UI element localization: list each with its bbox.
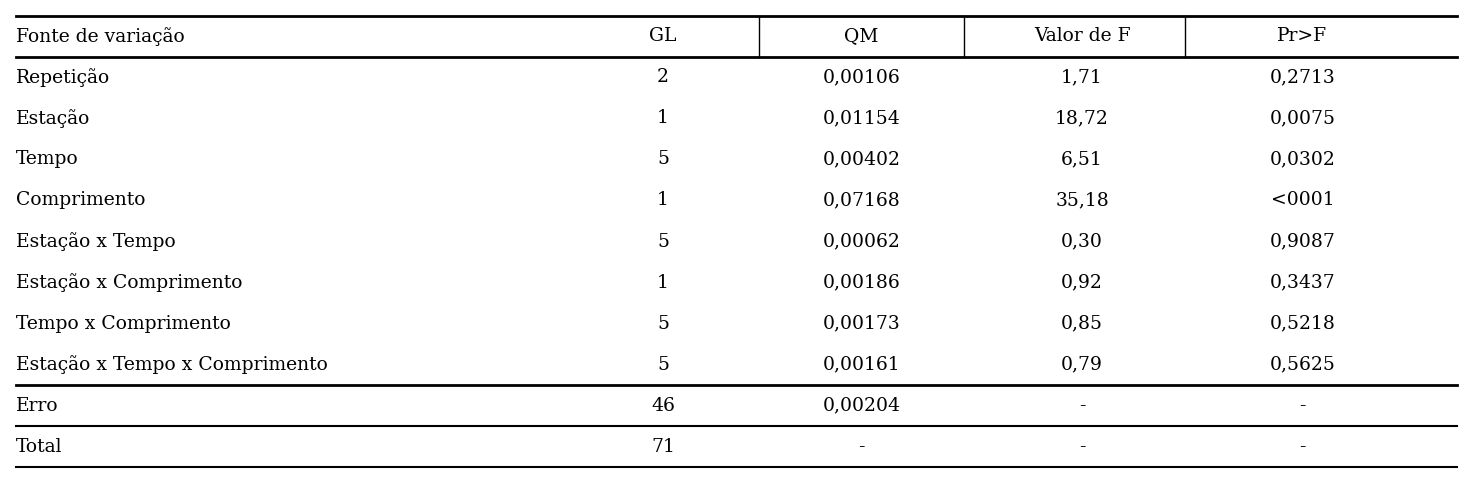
Text: 71: 71 [651, 438, 675, 455]
Text: 0,0302: 0,0302 [1270, 150, 1336, 169]
Text: GL: GL [650, 28, 676, 45]
Text: 0,3437: 0,3437 [1270, 273, 1336, 292]
Text: Repetição: Repetição [16, 68, 110, 87]
Text: 0,92: 0,92 [1061, 273, 1103, 292]
Text: 0,30: 0,30 [1061, 232, 1103, 251]
Text: -: - [1078, 397, 1086, 414]
Text: 46: 46 [651, 397, 675, 414]
Text: 0,00173: 0,00173 [822, 314, 900, 333]
Text: 0,01154: 0,01154 [822, 109, 900, 128]
Text: 0,2713: 0,2713 [1270, 69, 1336, 86]
Text: Estação x Comprimento: Estação x Comprimento [16, 273, 243, 292]
Text: Tempo x Comprimento: Tempo x Comprimento [16, 314, 231, 333]
Text: 2: 2 [657, 69, 669, 86]
Text: 5: 5 [657, 150, 669, 169]
Text: 1,71: 1,71 [1061, 69, 1103, 86]
Text: 0,79: 0,79 [1061, 355, 1103, 374]
Text: 0,00062: 0,00062 [822, 232, 900, 251]
Text: Fonte de variação: Fonte de variação [16, 27, 184, 46]
Text: -: - [859, 438, 865, 455]
Text: 0,9087: 0,9087 [1270, 232, 1336, 251]
Text: 0,5625: 0,5625 [1270, 355, 1336, 374]
Text: 6,51: 6,51 [1061, 150, 1103, 169]
Text: 0,0075: 0,0075 [1270, 109, 1336, 128]
Text: -: - [1078, 438, 1086, 455]
Text: 1: 1 [657, 109, 669, 128]
Text: Estação: Estação [16, 109, 90, 128]
Text: 35,18: 35,18 [1055, 191, 1109, 210]
Text: 0,00161: 0,00161 [822, 355, 900, 374]
Text: Estação x Tempo x Comprimento: Estação x Tempo x Comprimento [16, 355, 328, 374]
Text: Tempo: Tempo [16, 150, 80, 169]
Text: Pr>F: Pr>F [1277, 28, 1327, 45]
Text: 5: 5 [657, 314, 669, 333]
Text: 0,85: 0,85 [1061, 314, 1103, 333]
Text: Estação x Tempo: Estação x Tempo [16, 232, 175, 251]
Text: 0,00402: 0,00402 [822, 150, 900, 169]
Text: <0001: <0001 [1271, 191, 1335, 210]
Text: Erro: Erro [16, 397, 59, 414]
Text: 5: 5 [657, 355, 669, 374]
Text: Valor de F: Valor de F [1034, 28, 1130, 45]
Text: 0,00186: 0,00186 [822, 273, 900, 292]
Text: 1: 1 [657, 273, 669, 292]
Text: 18,72: 18,72 [1055, 109, 1109, 128]
Text: Comprimento: Comprimento [16, 191, 146, 210]
Text: 0,00106: 0,00106 [822, 69, 900, 86]
Text: 0,5218: 0,5218 [1270, 314, 1336, 333]
Text: 1: 1 [657, 191, 669, 210]
Text: 0,07168: 0,07168 [822, 191, 900, 210]
Text: Total: Total [16, 438, 62, 455]
Text: 5: 5 [657, 232, 669, 251]
Text: -: - [1299, 438, 1305, 455]
Text: 0,00204: 0,00204 [822, 397, 900, 414]
Text: QM: QM [844, 28, 879, 45]
Text: -: - [1299, 397, 1305, 414]
